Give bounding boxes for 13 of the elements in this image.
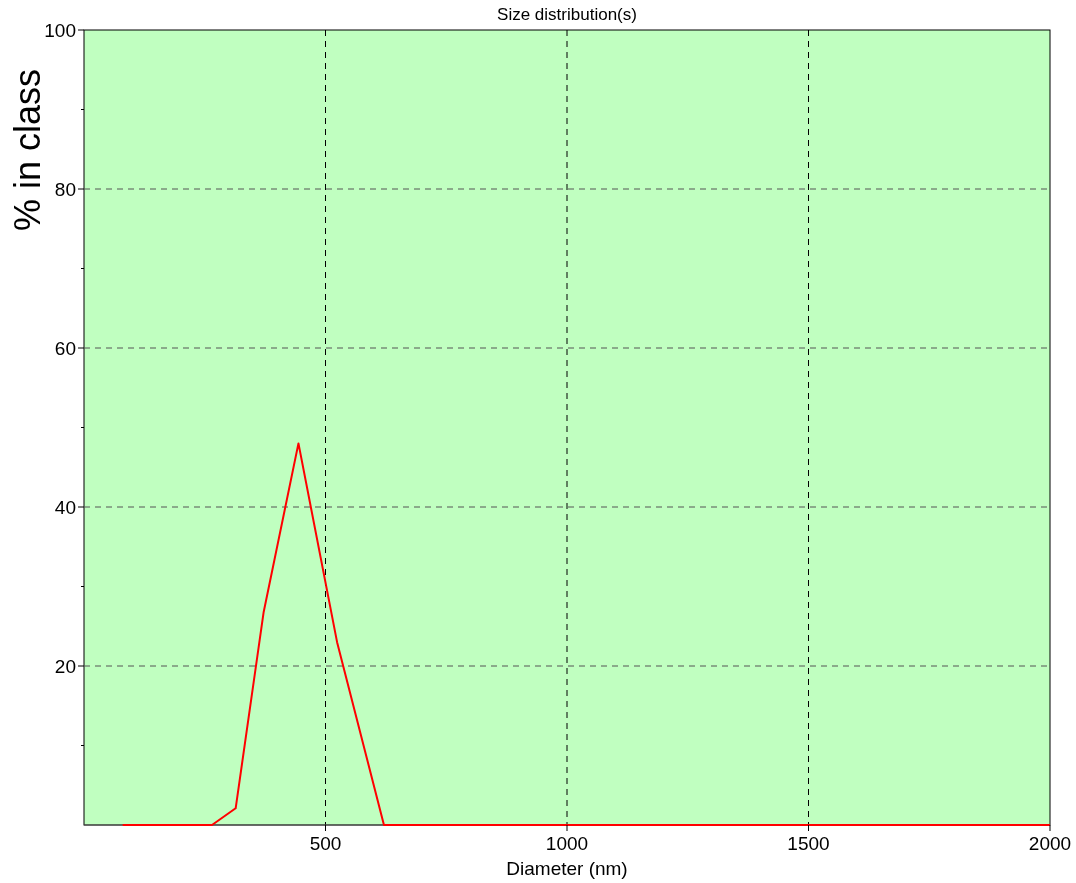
line-series: [121, 442, 1051, 826]
x-tick-label: 500: [309, 833, 342, 854]
y-tick-label: 20: [54, 655, 76, 677]
y-tick-label: 100: [44, 19, 76, 41]
chart-title: Size distribution(s): [497, 5, 637, 24]
x-tick-label: 1500: [787, 833, 830, 854]
y-tick-label: 80: [54, 178, 76, 200]
x-tick-label: 2000: [1028, 833, 1072, 854]
y-tick-label: 60: [54, 337, 76, 359]
x-axis-title: Diameter (nm): [506, 858, 628, 879]
y-axis-title: % in class: [7, 68, 48, 232]
x-tick-label: 1000: [545, 833, 589, 854]
y-tick-label: 40: [54, 496, 76, 518]
